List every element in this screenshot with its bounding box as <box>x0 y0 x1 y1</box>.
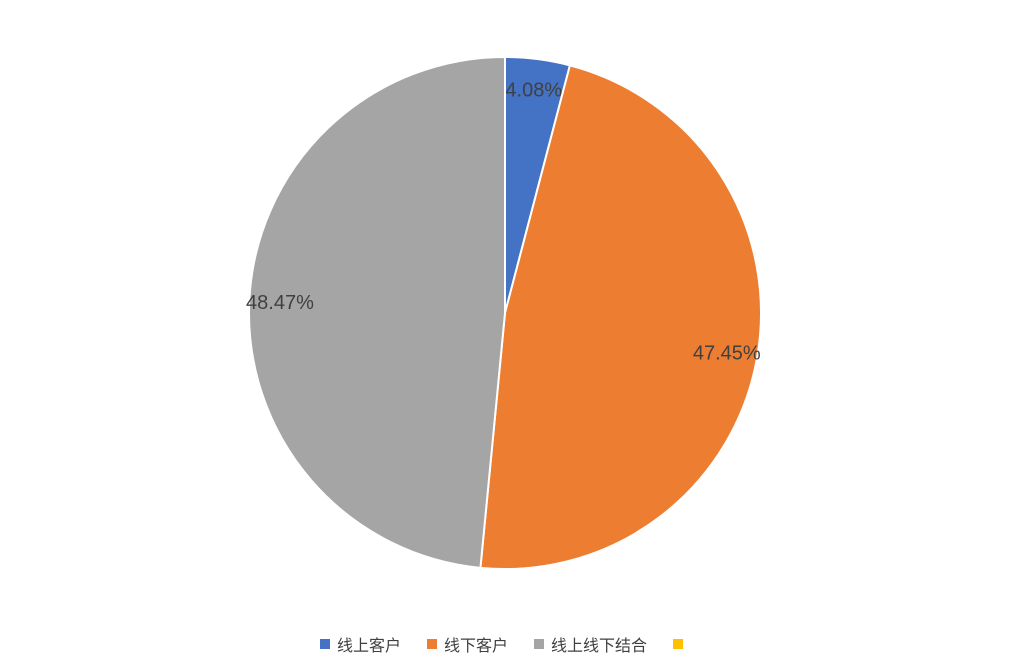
pie-slice-online-offline-combined[interactable] <box>248 56 506 569</box>
legend-label: 线上客户 <box>336 638 401 655</box>
chart-legend: 线上客户 线下客户 线上线下结合 <box>0 632 1010 656</box>
legend-swatch-orange <box>426 639 437 649</box>
pie-slice-offline-customers[interactable] <box>479 64 762 570</box>
pie-slice-label-offline-customers: 47.45% <box>693 342 761 364</box>
legend-swatch-yellow <box>673 639 684 649</box>
pie-slice-label-online-offline-combined: 48.47% <box>246 292 314 314</box>
legend-item-online-offline-combined[interactable]: 线上线下结合 <box>534 632 647 656</box>
legend-item-offline-customers[interactable]: 线下客户 <box>426 632 508 656</box>
legend-item-fourth-category[interactable] <box>673 639 690 649</box>
legend-item-online-customers[interactable]: 线上客户 <box>319 632 401 656</box>
legend-swatch-gray <box>534 639 544 649</box>
legend-swatch-blue <box>319 639 330 649</box>
legend-label: 线上线下结合 <box>551 638 648 655</box>
pie-slice-label-online-customers: 4.08% <box>505 80 562 102</box>
legend-label: 线下客户 <box>443 638 508 655</box>
